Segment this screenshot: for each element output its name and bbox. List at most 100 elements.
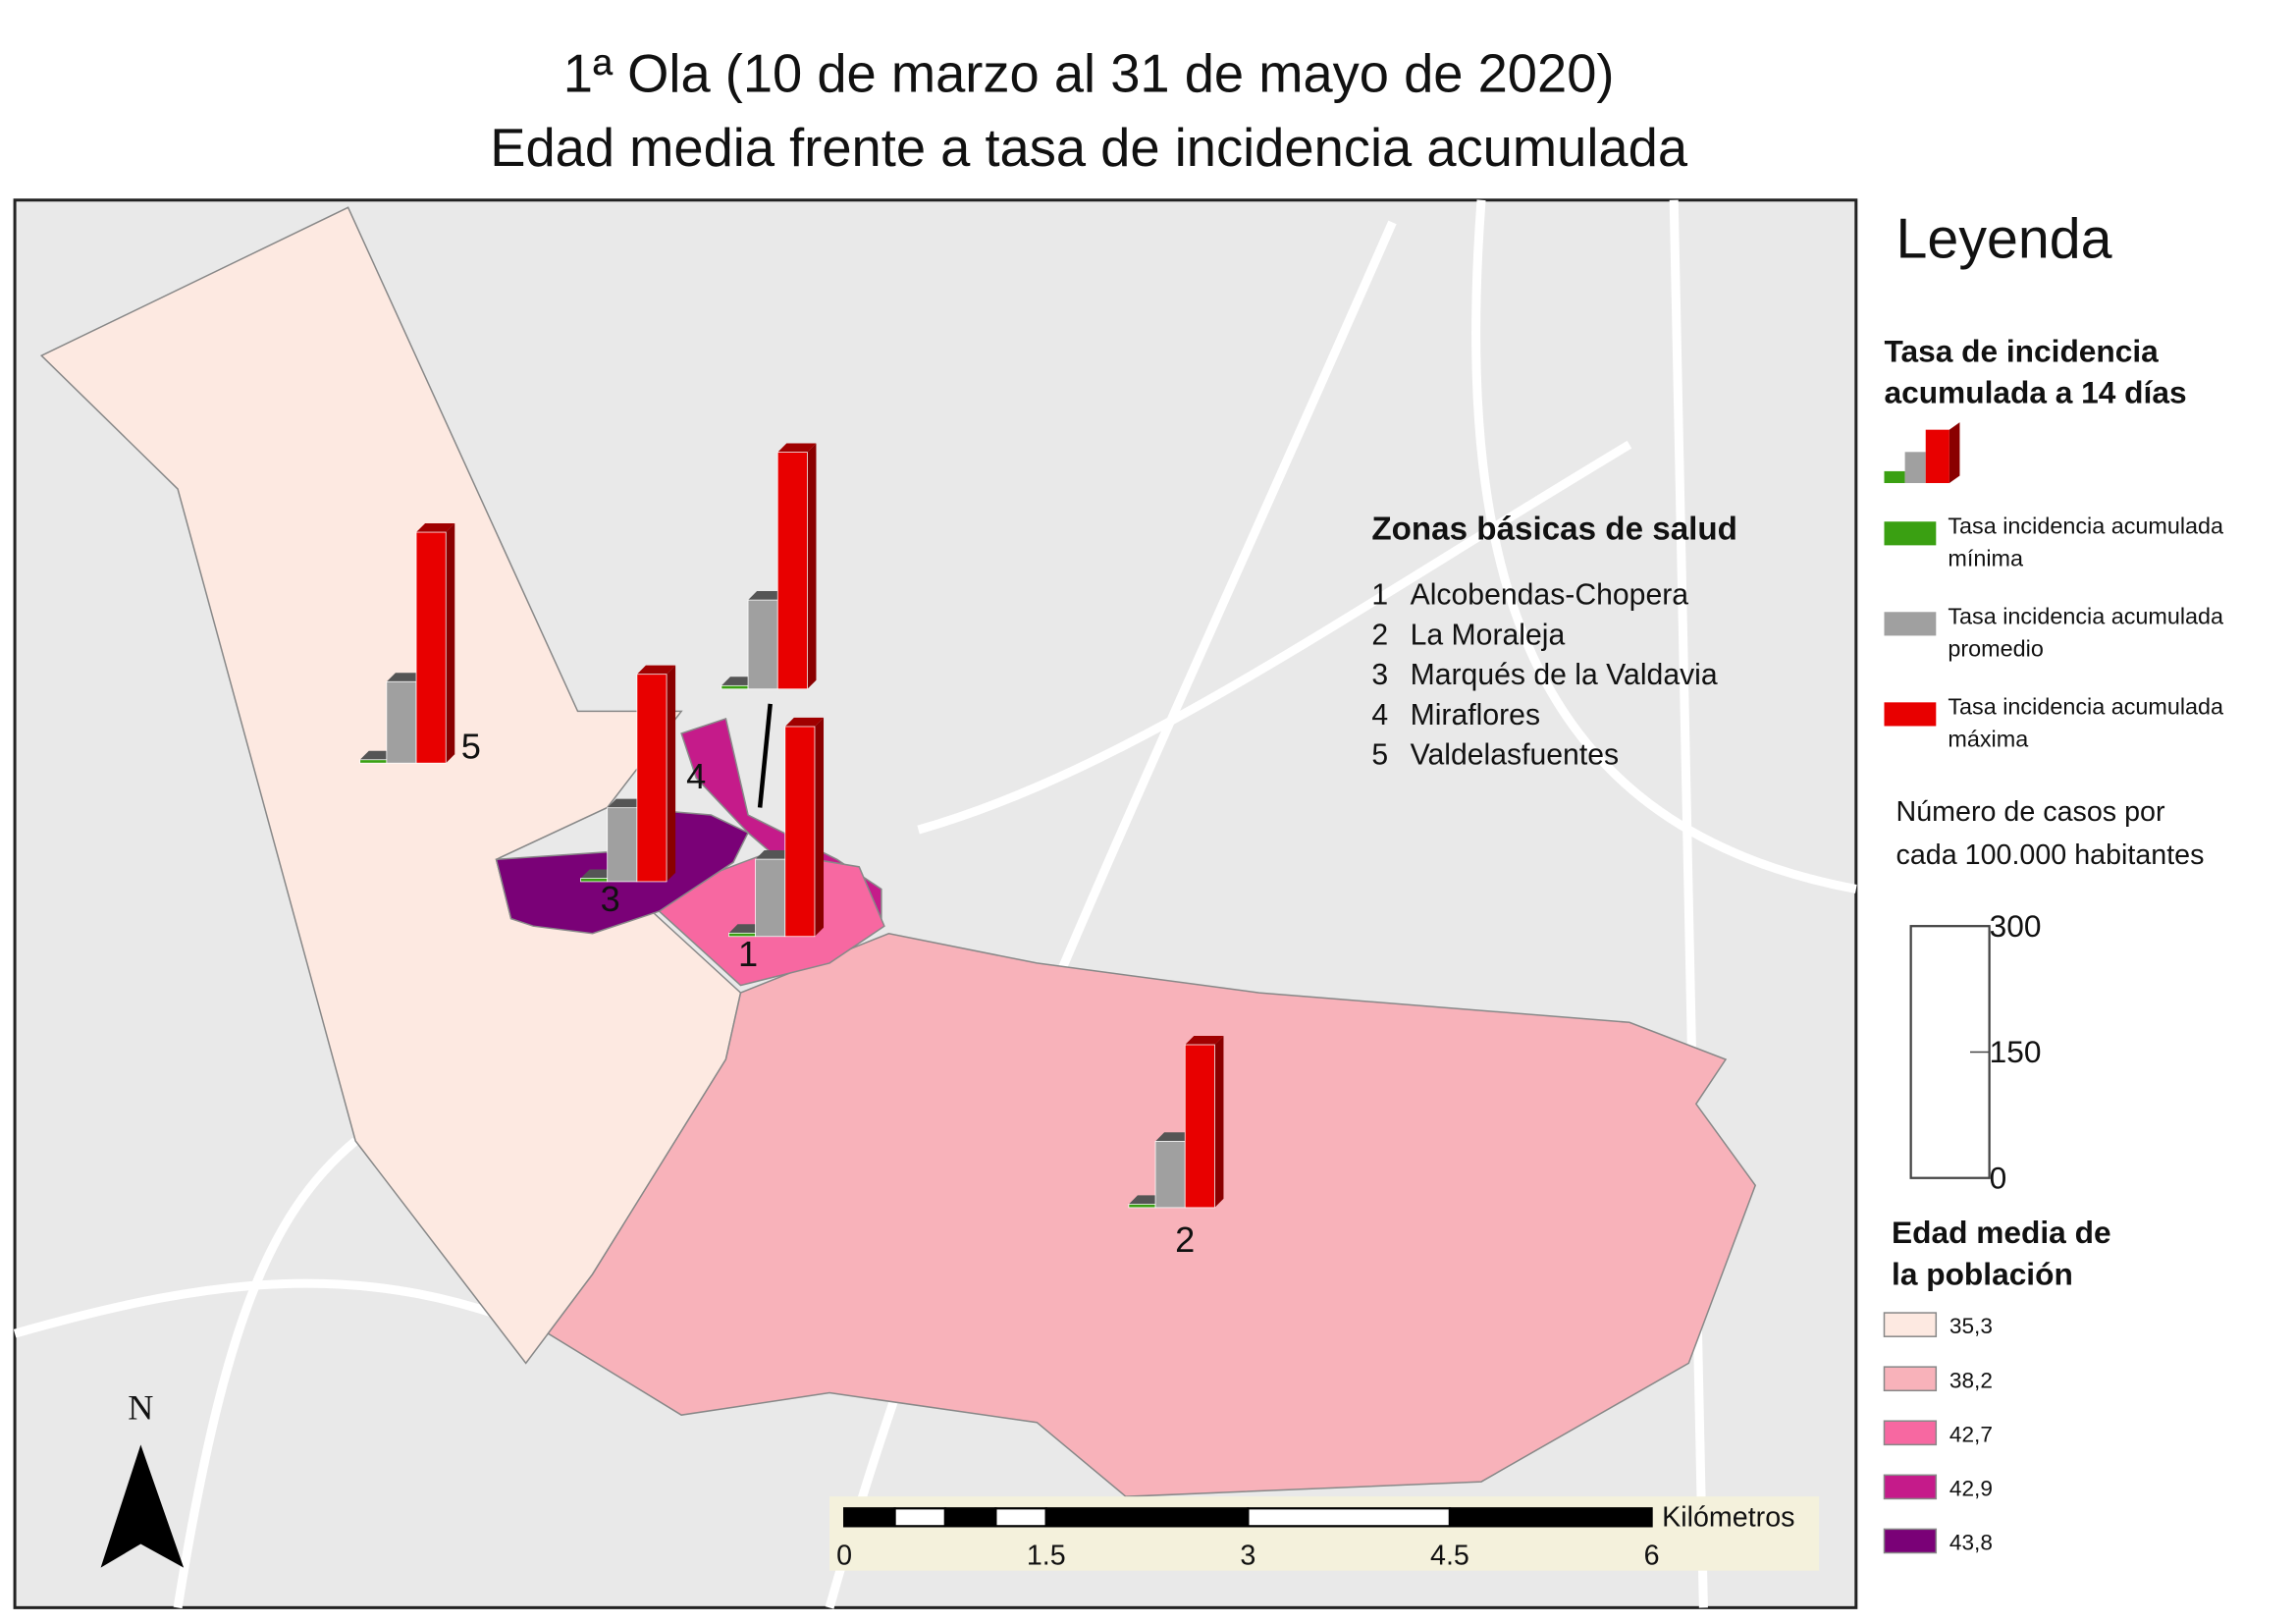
zone-map-label: 1: [738, 934, 758, 974]
north-arrow: [100, 1444, 185, 1568]
zone-number: 4: [1371, 699, 1388, 731]
icon-bar: [1925, 429, 1949, 483]
road: [13, 1278, 551, 1338]
incidence-bar: [415, 531, 447, 764]
title-line: 1ª Ola (10 de marzo al 31 de mayo de 202…: [563, 44, 1615, 104]
bar-top: [748, 591, 787, 601]
scale-segment: [843, 1507, 896, 1528]
bar-top: [1185, 1035, 1224, 1046]
zone-name: Alcobendas-Chopera: [1411, 579, 1689, 612]
road: [173, 1137, 359, 1609]
scale-segment: [1044, 1507, 1250, 1528]
scale-tick-label: 1.5: [1027, 1541, 1066, 1572]
legend-heading: Edad media de: [1892, 1215, 2111, 1250]
scale-segment: [994, 1507, 1047, 1528]
bar-side: [814, 717, 825, 937]
scale-segment: [893, 1507, 947, 1528]
icon-bar: [1904, 452, 1926, 483]
incidence-bar: [755, 858, 786, 938]
zone-area: [547, 932, 1757, 1497]
zone-number: 1: [1371, 579, 1388, 612]
legend-label: 42,9: [1949, 1476, 1993, 1500]
bar-top: [416, 522, 455, 533]
bar-top: [1155, 1132, 1195, 1142]
legend-swatch: [1883, 1474, 1938, 1500]
legend-label: promedio: [1948, 636, 2043, 662]
scale-tick-label: 3: [1240, 1541, 1255, 1572]
legend-heading: Tasa de incidencia: [1884, 333, 2159, 368]
scale-tick-label: 4.5: [1430, 1541, 1469, 1572]
legend-bar-icon: [1884, 422, 1960, 483]
incidence-bar: [1154, 1140, 1186, 1209]
incidence-bar: [636, 674, 667, 883]
bar-top: [784, 717, 825, 727]
legend-swatch: [1884, 521, 1937, 546]
legend-label: 38,2: [1949, 1368, 1993, 1392]
bar-top: [386, 673, 426, 682]
legend-label: Tasa incidencia acumulada: [1948, 513, 2223, 538]
title-line: Edad media frente a tasa de incidencia a…: [490, 118, 1688, 178]
zone-number: 2: [1371, 619, 1388, 651]
legend-title: Leyenda: [1896, 208, 2112, 271]
zone-map-label: 2: [1175, 1219, 1195, 1260]
road: [1669, 199, 1708, 1608]
legend-swatch: [1883, 1420, 1938, 1446]
legend-label: 35,3: [1949, 1314, 1993, 1338]
road: [1471, 199, 1857, 893]
scale-segment: [1448, 1507, 1653, 1528]
road: [917, 440, 1632, 835]
bar-top: [755, 850, 794, 860]
legend-heading: acumulada a 14 días: [1884, 375, 2186, 410]
leader-line: [757, 703, 773, 808]
bar-top: [607, 798, 646, 808]
legend-heading: la población: [1892, 1256, 2073, 1291]
zone-name: Valdelasfuentes: [1411, 739, 1619, 772]
scale-tick-label: 6: [1644, 1541, 1660, 1572]
icon-bar-side: [1949, 422, 1960, 483]
zone-map-label: 4: [686, 756, 706, 796]
incidence-bar: [721, 684, 749, 690]
legend-label: 43,8: [1949, 1530, 1993, 1554]
incidence-bar: [1184, 1044, 1215, 1209]
legend-label: 42,7: [1949, 1422, 1993, 1446]
legend-swatch: [1883, 1366, 1938, 1392]
incidence-bar: [747, 599, 778, 690]
legend-label: mínima: [1948, 546, 2023, 571]
bar-side: [1214, 1035, 1224, 1208]
bar-side: [807, 443, 817, 689]
bar-side: [667, 665, 676, 882]
legend-swatch: [1884, 612, 1937, 636]
legend-label: Tasa incidencia acumulada: [1948, 693, 2223, 719]
size-tick-label: 150: [1990, 1034, 2042, 1069]
icon-bar: [1884, 470, 1905, 483]
legend-label: Tasa incidencia acumulada: [1948, 603, 2223, 628]
zones-title: Zonas básicas de salud: [1371, 511, 1737, 547]
bar-top: [636, 665, 676, 675]
legend-swatch: [1883, 1312, 1938, 1337]
legend-swatch: [1883, 1528, 1938, 1554]
zone-number: 5: [1371, 739, 1388, 772]
incidence-bar: [359, 759, 388, 764]
legend-swatch: [1884, 702, 1937, 727]
size-tick-label: 0: [1990, 1160, 2007, 1195]
north-label: N: [128, 1388, 153, 1428]
scale-segment: [943, 1507, 997, 1528]
zone-name: La Moraleja: [1411, 619, 1566, 651]
size-tick-label: 300: [1990, 908, 2042, 944]
incidence-bar: [784, 726, 816, 938]
zone-name: Miraflores: [1411, 699, 1540, 731]
zone-number: 3: [1371, 659, 1388, 691]
incidence-bar: [607, 807, 638, 883]
zone-map-label: 5: [461, 727, 481, 767]
zone-name: Marqués de la Valdavia: [1411, 659, 1718, 691]
incidence-bar: [776, 452, 808, 690]
legend-label: máxima: [1948, 727, 2028, 752]
legend-heading: cada 100.000 habitantes: [1896, 839, 2205, 871]
incidence-bar: [386, 680, 417, 764]
bar-side: [446, 522, 455, 764]
scale-unit: Kilómetros: [1662, 1501, 1794, 1533]
scale-tick-label: 0: [836, 1541, 852, 1572]
bar-top: [777, 443, 817, 453]
